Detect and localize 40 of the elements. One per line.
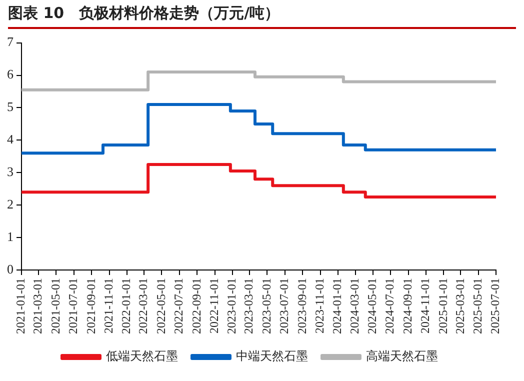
x-tick-label: 2023-07-01 <box>276 278 291 334</box>
x-tick-label: 2023-03-01 <box>242 278 256 334</box>
x-tick-label: 2021-11-01 <box>102 278 116 334</box>
x-tick-label: 2022-09-01 <box>189 278 204 334</box>
x-tick-label: 2025-03-01 <box>452 278 467 334</box>
y-tick-label: 6 <box>7 66 14 82</box>
x-tick-label: 2021-09-01 <box>84 278 98 334</box>
x-tick-label: 2023-11-01 <box>312 278 326 334</box>
legend-label: 低端天然石墨 <box>106 349 178 364</box>
x-tick-label: 2022-11-01 <box>206 278 221 334</box>
legend-label: 中端天然石墨 <box>236 349 308 364</box>
x-tick-label: 2023-05-01 <box>259 278 274 334</box>
x-tick-label: 2022-03-01 <box>136 278 150 334</box>
chart-title: 图表 10 负极材料价格走势（万元/吨） <box>8 4 516 29</box>
x-tick-label: 2025-01-01 <box>436 278 450 334</box>
y-tick-label: 3 <box>7 164 14 180</box>
x-tick-label: 2023-09-01 <box>294 278 309 334</box>
x-tick-label: 2021-01-01 <box>14 278 28 334</box>
y-tick-label: 0 <box>7 261 14 276</box>
x-tick-label: 2024-01-01 <box>330 278 344 334</box>
x-tick-label: 2024-11-01 <box>418 278 432 334</box>
x-tick-label: 2024-05-01 <box>365 278 380 334</box>
x-tick-label: 2024-03-01 <box>347 278 362 334</box>
x-tick-label: 2024-09-01 <box>400 278 415 334</box>
y-tick-label: 7 <box>7 34 14 50</box>
y-tick-label: 5 <box>7 99 14 114</box>
y-tick-label: 2 <box>7 196 14 212</box>
legend-label: 高端天然石墨 <box>366 349 438 364</box>
x-tick-label: 2024-07-01 <box>382 278 397 334</box>
x-tick-label: 2022-07-01 <box>171 278 186 334</box>
x-tick-label: 2025-05-01 <box>470 278 485 334</box>
x-tick-label: 2022-05-01 <box>154 278 168 334</box>
y-tick-label: 1 <box>7 228 14 244</box>
x-tick-label: 2025-07-01 <box>488 278 502 334</box>
x-tick-label: 2021-05-01 <box>48 278 62 334</box>
y-tick-label: 4 <box>7 132 14 147</box>
x-tick-label: 2021-07-01 <box>66 278 80 334</box>
x-tick-label: 2023-01-01 <box>224 278 239 334</box>
x-tick-label: 2021-03-01 <box>30 278 45 334</box>
x-tick-label: 2022-01-01 <box>119 278 134 334</box>
